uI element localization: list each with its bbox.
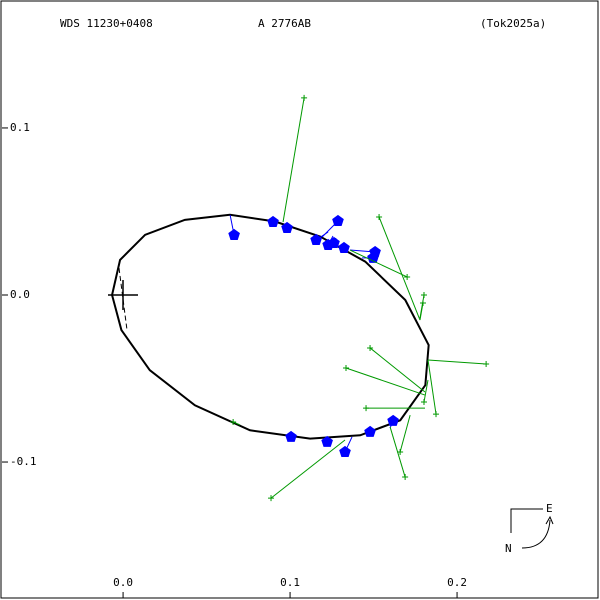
observation-point [397,449,404,456]
observation-point [363,405,370,412]
header-left: WDS 11230+0408 [60,17,153,30]
residual [349,249,408,278]
y-tick-label: 0.0 [10,288,30,301]
compass-north: N [505,542,512,555]
observation-point [376,213,383,220]
observation-point [483,360,490,367]
observation-point [310,233,322,245]
observation-point [301,94,308,101]
residual [423,379,429,403]
observation-point [338,241,350,254]
observation-point [321,435,333,447]
residual [369,347,426,393]
header-right: (Tok2025a) [480,17,546,30]
compass: E N [505,502,554,555]
observation-point [268,495,275,502]
x-tick-label: 0.2 [447,576,467,589]
residual [399,414,411,453]
x-tick-label: 0.0 [113,576,133,589]
residual [419,302,424,321]
observation-point [364,425,376,437]
observation-point [419,300,426,307]
observation-point [433,411,440,418]
y-tick-label: 0.1 [10,121,30,134]
observation-point [404,273,411,280]
residual [270,439,346,499]
observation-point [420,399,427,406]
observation-point [267,215,279,227]
observation-point [367,344,374,351]
compass-arrow [521,519,551,549]
observation-point [387,414,399,426]
residual [345,367,426,396]
observation-point [328,236,340,248]
node-line [118,267,128,331]
observation-point [285,430,297,442]
observation-point [228,228,240,240]
compass-axes [510,508,543,533]
observation-point [420,291,427,298]
compass-east: E [546,502,553,515]
residual [282,97,305,223]
observation-point [402,474,409,481]
observation-point [339,445,351,457]
compass-arrowhead [545,515,554,525]
header-center: A 2776AB [258,17,311,30]
residual [427,359,487,365]
x-tick-label: 0.1 [280,576,300,589]
observation-point [332,214,344,226]
orbit [111,213,430,440]
observation-point [281,221,293,233]
residual [378,216,421,321]
residual [232,421,241,426]
observation-point [343,364,350,371]
observation-point [230,418,237,425]
y-tick-label: -0.1 [10,455,37,468]
residual [427,359,437,415]
